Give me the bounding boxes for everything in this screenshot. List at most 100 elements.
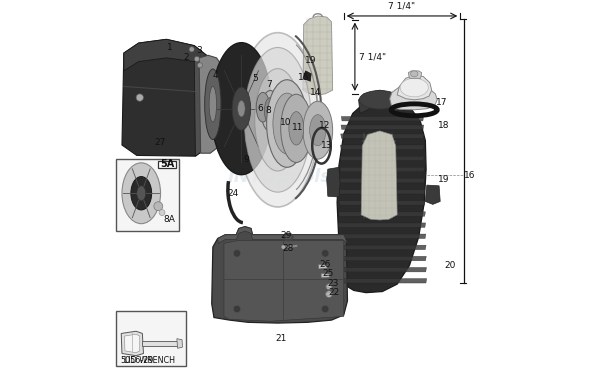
Ellipse shape — [237, 33, 319, 207]
Ellipse shape — [265, 98, 276, 124]
Polygon shape — [121, 331, 143, 356]
Circle shape — [159, 210, 165, 216]
Bar — [142, 341, 179, 346]
Text: 20: 20 — [445, 261, 456, 270]
Polygon shape — [339, 189, 425, 194]
Polygon shape — [194, 55, 208, 156]
Circle shape — [322, 250, 329, 257]
Ellipse shape — [289, 112, 304, 145]
Polygon shape — [224, 241, 344, 321]
Polygon shape — [327, 167, 340, 197]
Polygon shape — [177, 339, 182, 348]
Text: 14: 14 — [310, 88, 321, 97]
Text: 8: 8 — [266, 106, 271, 116]
Ellipse shape — [205, 69, 221, 140]
Text: 1: 1 — [167, 44, 172, 52]
Ellipse shape — [281, 94, 312, 162]
Ellipse shape — [238, 100, 245, 117]
Text: INYOpools: INYOpools — [227, 168, 332, 186]
Polygon shape — [361, 131, 397, 220]
Text: 6: 6 — [257, 104, 263, 113]
Circle shape — [197, 63, 202, 68]
Ellipse shape — [244, 48, 311, 192]
Ellipse shape — [266, 80, 307, 167]
Ellipse shape — [256, 92, 269, 122]
Text: 13: 13 — [321, 141, 332, 150]
Polygon shape — [338, 234, 426, 238]
Text: 10: 10 — [280, 117, 292, 126]
Polygon shape — [212, 226, 347, 323]
Text: 9: 9 — [244, 155, 249, 164]
Ellipse shape — [131, 177, 152, 210]
Text: LID WRENCH: LID WRENCH — [124, 356, 175, 365]
Ellipse shape — [122, 163, 161, 224]
Polygon shape — [303, 16, 332, 95]
Polygon shape — [359, 90, 400, 114]
Circle shape — [136, 94, 143, 101]
Polygon shape — [337, 267, 427, 272]
Text: 19: 19 — [438, 175, 449, 184]
Text: 19: 19 — [305, 56, 316, 65]
Ellipse shape — [273, 93, 301, 154]
Bar — [158, 160, 176, 168]
Text: 4: 4 — [212, 71, 218, 80]
Polygon shape — [319, 264, 327, 269]
Polygon shape — [337, 256, 426, 261]
Polygon shape — [338, 245, 426, 250]
Polygon shape — [125, 334, 140, 353]
Ellipse shape — [211, 43, 272, 175]
Ellipse shape — [209, 86, 217, 122]
Ellipse shape — [400, 78, 428, 97]
Polygon shape — [122, 39, 208, 156]
Polygon shape — [340, 145, 424, 150]
Circle shape — [194, 56, 199, 62]
Circle shape — [322, 305, 329, 313]
Ellipse shape — [137, 186, 146, 201]
Text: 3: 3 — [196, 46, 202, 55]
Polygon shape — [341, 117, 424, 121]
Text: 5056-29: 5056-29 — [120, 356, 154, 365]
Text: 21: 21 — [275, 334, 286, 343]
Ellipse shape — [359, 90, 400, 109]
Text: 7 1/4": 7 1/4" — [359, 52, 386, 61]
Circle shape — [154, 202, 163, 211]
Text: 18: 18 — [438, 121, 449, 130]
Polygon shape — [341, 125, 424, 129]
Text: 7 1/4": 7 1/4" — [388, 2, 416, 10]
Ellipse shape — [310, 115, 326, 146]
Text: 2: 2 — [183, 53, 188, 62]
Polygon shape — [199, 55, 224, 153]
Text: 25: 25 — [322, 268, 334, 278]
Circle shape — [233, 305, 241, 313]
Polygon shape — [341, 134, 424, 138]
Ellipse shape — [261, 90, 280, 131]
Polygon shape — [338, 212, 425, 216]
Text: 24: 24 — [227, 189, 238, 198]
Polygon shape — [390, 85, 437, 110]
Polygon shape — [218, 226, 347, 243]
Text: 26: 26 — [320, 260, 331, 269]
Polygon shape — [425, 185, 440, 204]
Polygon shape — [397, 75, 431, 100]
Polygon shape — [303, 71, 311, 81]
Text: 23: 23 — [327, 279, 338, 288]
Ellipse shape — [232, 87, 251, 130]
Text: 11: 11 — [292, 123, 304, 132]
Text: 5: 5 — [252, 74, 257, 83]
Bar — [116, 311, 186, 366]
Circle shape — [233, 250, 241, 257]
Ellipse shape — [255, 69, 301, 171]
Text: 17: 17 — [436, 98, 448, 107]
Text: 7: 7 — [267, 81, 272, 90]
Polygon shape — [124, 39, 206, 71]
Polygon shape — [337, 279, 427, 283]
Text: 8A: 8A — [164, 216, 175, 225]
Polygon shape — [340, 178, 425, 183]
Bar — [116, 159, 179, 231]
Polygon shape — [340, 156, 424, 160]
Text: 12: 12 — [319, 121, 331, 130]
Text: 22: 22 — [328, 288, 340, 297]
Circle shape — [326, 291, 332, 297]
Polygon shape — [340, 167, 425, 172]
Text: 27: 27 — [154, 138, 166, 147]
